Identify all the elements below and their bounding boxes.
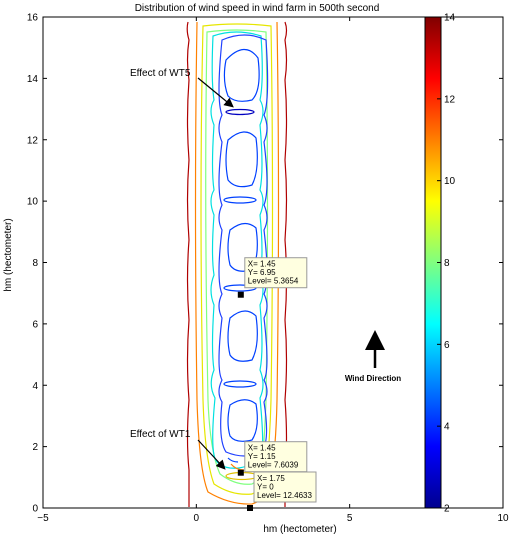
x-tick-label: 10	[497, 513, 509, 524]
y-tick-label: 8	[32, 258, 38, 269]
colorbar-tick-label: 6	[444, 340, 450, 351]
turbine-marker[interactable]	[247, 505, 253, 511]
turbine-marker[interactable]	[237, 291, 244, 298]
colorbar-tick-label: 14	[444, 13, 456, 24]
datatip-box	[253, 471, 317, 503]
datatip-line: Y= 1.15	[248, 452, 276, 461]
y-tick-label: 2	[32, 442, 38, 453]
datatip-line: Level= 5.3654	[248, 277, 299, 286]
colorbar-tick-label: 12	[444, 94, 456, 105]
annotation-wt5-arrow	[197, 77, 234, 108]
contour-edge-left	[186, 21, 190, 507]
y-tick-label: 4	[32, 381, 38, 392]
y-tick-label: 12	[27, 135, 39, 146]
turbine-markers	[237, 291, 253, 511]
x-tick-label: −5	[37, 513, 49, 524]
y-tick-label: 14	[27, 74, 39, 85]
contour-wake-cell	[227, 399, 258, 442]
y-tick-label: 6	[32, 319, 38, 330]
contour-wake-cell	[225, 131, 258, 188]
datatip-box	[244, 257, 308, 289]
turbine-marker[interactable]	[237, 469, 244, 476]
y-axis: 0 2 4 6 8 10 12 14 16	[27, 13, 503, 515]
datatip-line: Y= 6.95	[248, 268, 276, 277]
contour-wake-cell	[227, 310, 258, 362]
colorbar-tick-label: 8	[444, 258, 450, 269]
x-axis-label: hm (hectometer)	[263, 524, 336, 535]
contour-edge-right	[284, 21, 288, 507]
datatip-box	[244, 441, 308, 473]
contour-fragment	[227, 457, 239, 463]
chart-title: Distribution of wind speed in wind farm …	[135, 3, 380, 14]
y-tick-label: 16	[27, 13, 39, 24]
datatip-line: Y= 0	[257, 483, 274, 492]
annotation-wt1: Effect of WT1	[130, 429, 191, 440]
y-tick-label: 10	[27, 197, 39, 208]
y-tick-label: 0	[32, 504, 38, 515]
contour-turbine-ellipse	[223, 380, 257, 388]
datatip-line: X= 1.45	[248, 260, 276, 269]
colorbar-ticks: 2 4 6 8 10 12 14	[437, 13, 456, 515]
contour-turbine-ellipse	[223, 196, 257, 204]
datatip-line: X= 1.45	[248, 444, 276, 453]
contour-turbine-ellipse	[225, 108, 255, 116]
colorbar-tick-label: 2	[444, 504, 450, 515]
contour-wake-cell	[223, 48, 260, 102]
x-tick-label: 0	[194, 513, 200, 524]
x-tick-label: 5	[347, 513, 353, 524]
y-axis-label: hm (hectometer)	[3, 218, 14, 291]
wind-direction-label: Wind Direction	[345, 374, 401, 383]
contour-lines	[186, 21, 288, 507]
datatip-line: Level= 12.4633	[257, 491, 312, 500]
x-axis: −5 0 5 10	[37, 17, 509, 524]
colorbar-tick-label: 4	[444, 422, 450, 433]
colorbar-tick-label: 10	[444, 176, 456, 187]
annotation-wt5: Effect of WT5	[130, 68, 191, 79]
datatip-line: X= 1.75	[257, 474, 285, 483]
datatip-line: Level= 7.6039	[248, 461, 299, 470]
annotation-wt1-arrow	[197, 439, 226, 470]
